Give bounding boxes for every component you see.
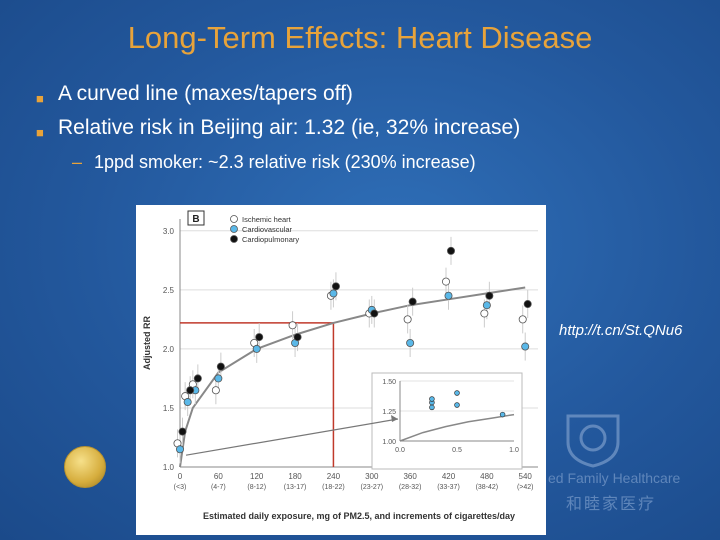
inset-y-tick-label: 1.50 xyxy=(382,379,396,386)
data-point xyxy=(444,291,453,300)
inset-pointer-arrowhead xyxy=(391,415,398,422)
slide-title: Long-Term Effects: Heart Disease xyxy=(127,20,593,55)
x-tick-label: 540 xyxy=(519,472,533,481)
x-tick-label: 420 xyxy=(442,472,456,481)
bullet-item: ■ A curved line (maxes/tapers off) xyxy=(36,80,706,114)
inset-x-tick-label: 1.0 xyxy=(509,447,519,454)
x-tick-sublabel: (8-12) xyxy=(247,484,266,491)
sub-bullet-item: – 1ppd smoker: ~2.3 relative risk (230% … xyxy=(72,152,706,173)
y-tick-label: 1.5 xyxy=(163,404,175,413)
chart-svg: 1.0 1.5 2.0 2.5 3.0 0 (<3) 60 (4-7) 120 (8-12) 180 (… xyxy=(142,210,538,521)
x-tick-label: 240 xyxy=(327,472,341,481)
x-tick-label: 0 xyxy=(178,472,183,481)
inset-data-point xyxy=(429,396,435,402)
panel-label: B xyxy=(192,214,199,225)
bullet-item: ■ Relative risk in Beijing air: 1.32 (ie… xyxy=(36,114,706,148)
x-axis-label: Estimated daily exposure, mg of PM2.5, a… xyxy=(203,511,515,521)
x-tick-sublabel: (28-32) xyxy=(399,484,422,491)
data-point xyxy=(441,277,450,286)
data-point xyxy=(216,362,225,371)
dash-bullet-icon: – xyxy=(72,152,83,172)
bullet-list: ■ A curved line (maxes/tapers off) ■ Rel… xyxy=(36,80,706,173)
square-bullet-icon: ■ xyxy=(36,125,44,140)
data-point xyxy=(293,333,302,342)
legend-label: Ischemic heart xyxy=(242,215,292,224)
data-point xyxy=(211,386,220,395)
data-point xyxy=(288,321,297,330)
accreditation-seal-icon xyxy=(64,446,106,488)
x-tick-sublabel: (23-27) xyxy=(360,484,383,491)
legend-marker xyxy=(230,225,238,233)
y-tick-label: 2.0 xyxy=(163,345,175,354)
y-tick-label: 2.5 xyxy=(163,286,175,295)
data-point xyxy=(518,315,527,324)
x-tick-label: 480 xyxy=(480,472,494,481)
data-point xyxy=(485,291,494,300)
data-point xyxy=(178,427,187,436)
inset-data-point xyxy=(454,390,460,396)
inset-data-point xyxy=(499,411,506,418)
data-point xyxy=(406,338,415,347)
inset-fitted-curve xyxy=(399,413,515,442)
x-tick-sublabel: (<3) xyxy=(174,484,187,491)
data-point xyxy=(255,333,264,342)
fitted-curve xyxy=(179,286,526,468)
bullet-text: A curved line (maxes/tapers off) xyxy=(58,82,353,105)
panel-label-box xyxy=(187,210,205,226)
legend-marker xyxy=(230,235,238,243)
chart-figure: 1.0 1.5 2.0 2.5 3.0 0 (<3) 60 (4-7) 120 (8-12) 180 (… xyxy=(136,205,546,535)
watermark-brand-cn: 和睦家医疗 xyxy=(566,496,657,513)
inset-y-tick-label: 1.25 xyxy=(382,409,396,416)
inset-frame xyxy=(371,372,523,470)
data-point xyxy=(183,398,192,407)
data-point xyxy=(329,289,338,298)
x-tick-sublabel: (38-42) xyxy=(476,484,499,491)
bullet-text: Relative risk in Beijing air: 1.32 (ie, … xyxy=(58,116,521,139)
x-tick-label: 120 xyxy=(250,472,264,481)
data-point xyxy=(403,315,412,324)
y-tick-label: 1.0 xyxy=(163,463,175,472)
inset-data-point xyxy=(429,404,435,411)
legend-label: Cardiovascular xyxy=(242,225,293,234)
x-tick-sublabel: (33-37) xyxy=(437,484,460,491)
data-point xyxy=(176,445,185,454)
x-tick-sublabel: (>42) xyxy=(517,484,534,491)
legend-label: Cardiopulmonary xyxy=(242,235,299,244)
inset-pointer-arrow xyxy=(185,418,399,456)
data-point xyxy=(480,309,489,318)
x-tick-label: 300 xyxy=(365,472,379,481)
family-healthcare-logo-icon xyxy=(566,414,620,468)
inset-x-tick-label: 0.0 xyxy=(395,447,405,454)
data-point xyxy=(408,297,417,306)
data-point xyxy=(370,309,379,318)
x-tick-label: 180 xyxy=(288,472,302,481)
x-tick-sublabel: (13-17) xyxy=(284,484,307,491)
inset-x-tick-label: 0.5 xyxy=(452,447,462,454)
y-axis-label: Adjusted RR xyxy=(142,315,152,370)
legend-marker xyxy=(230,215,238,223)
data-point xyxy=(331,282,340,291)
sub-bullet-text: 1ppd smoker: ~2.3 relative risk (230% in… xyxy=(94,152,476,172)
square-bullet-icon: ■ xyxy=(36,91,44,106)
data-point xyxy=(252,344,261,353)
x-tick-label: 360 xyxy=(403,472,417,481)
data-point xyxy=(446,246,455,255)
inset-data-point xyxy=(454,402,460,408)
data-point xyxy=(482,301,491,310)
data-point xyxy=(521,342,530,351)
source-url[interactable]: http://t.cn/St.QNu6 xyxy=(559,322,683,339)
y-tick-label: 3.0 xyxy=(163,227,175,236)
x-tick-sublabel: (18-22) xyxy=(322,484,345,491)
data-point xyxy=(523,300,532,309)
watermark-brand-text: ed Family Healthcare xyxy=(548,470,681,486)
data-point xyxy=(214,374,223,383)
x-tick-sublabel: (4-7) xyxy=(211,484,226,491)
data-point xyxy=(193,374,202,383)
x-tick-label: 60 xyxy=(214,472,223,481)
inset-y-tick-label: 1.00 xyxy=(382,439,396,446)
data-point xyxy=(186,386,195,395)
